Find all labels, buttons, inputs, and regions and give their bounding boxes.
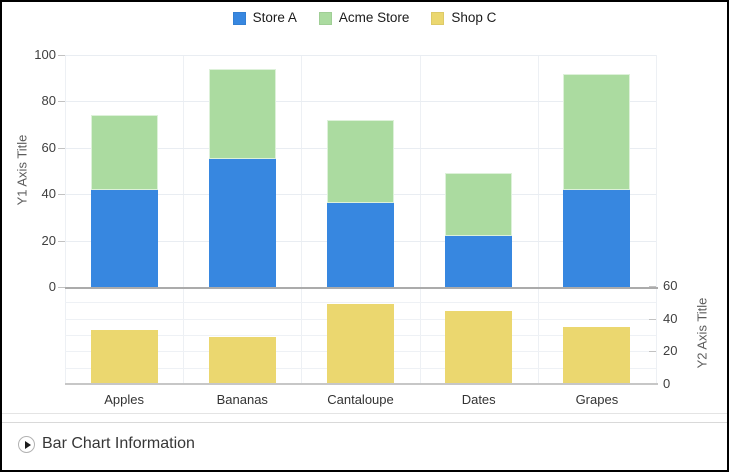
bar-shop-c-dates[interactable] (445, 310, 513, 383)
y2-tick-label: 0 (663, 376, 671, 391)
legend-item-acme-store[interactable]: Acme Store (318, 10, 410, 25)
bar-shop-c-grapes[interactable] (563, 326, 631, 383)
y2-tick-label: 20 (663, 343, 678, 359)
y1-tick (58, 287, 65, 288)
bar-store-a-bananas[interactable] (208, 159, 276, 287)
x-axis-label-dates: Dates (461, 392, 496, 407)
bar-acme-store-bananas[interactable] (208, 68, 276, 160)
y2-tick (649, 286, 656, 287)
y2-tick (649, 351, 656, 353)
v-gridline (301, 55, 303, 384)
x-axis-label-bananas: Bananas (216, 392, 268, 407)
y2-tick-label: 40 (663, 310, 678, 326)
y1-tick-label: 100 (34, 47, 56, 62)
bar-shop-c-bananas[interactable] (208, 336, 276, 383)
y2-gridline (65, 302, 656, 304)
v-gridline (537, 55, 539, 384)
bar-shop-c-apples[interactable] (90, 330, 158, 383)
info-bar: Bar Chart Information (2, 422, 727, 470)
bar-store-a-apples[interactable] (90, 189, 158, 287)
bar-acme-store-grapes[interactable] (563, 73, 631, 190)
y1-tick (58, 101, 65, 103)
chart-legend: Store A Acme Store Shop C (2, 11, 727, 25)
legend-item-shop-c[interactable]: Shop C (431, 11, 496, 25)
x-axis-label-grapes: Grapes (575, 392, 619, 407)
v-gridline (656, 55, 657, 384)
y1-tick-label: 20 (41, 232, 56, 248)
bar-acme-store-apples[interactable] (90, 115, 158, 190)
info-bar-label: Bar Chart Information (42, 435, 195, 452)
y2-axis-title: Y2 Axis Title (694, 297, 710, 369)
plot-area: 0 20 40 60 80 100 0 20 40 60 Apples Bananas Cantalou… (2, 2, 727, 422)
y1-tick (58, 147, 65, 149)
bar-store-a-dates[interactable] (445, 235, 513, 287)
legend-label: Acme Store (338, 10, 410, 25)
bar-store-a-cantaloupe[interactable] (327, 203, 394, 287)
y1-axis-title: Y1 Axis Title (14, 134, 30, 206)
y2-tick-label: 60 (663, 278, 678, 293)
x-axis-label-apples: Apples (104, 392, 144, 407)
x-axis-label-cantaloupe: Cantaloupe (327, 392, 394, 407)
y2-base-axis-line (65, 383, 658, 385)
legend-label: Store A (252, 10, 297, 25)
expander-button[interactable] (18, 436, 35, 453)
v-gridline (65, 55, 66, 384)
bar-shop-c-cantaloupe[interactable] (327, 303, 394, 383)
v-gridline (183, 55, 185, 384)
y1-gridline (65, 55, 656, 56)
v-gridline (419, 55, 421, 384)
legend-swatch (431, 11, 445, 25)
bar-store-a-grapes[interactable] (563, 189, 631, 287)
bar-acme-store-cantaloupe[interactable] (327, 119, 394, 204)
y1-tick (58, 55, 65, 56)
y1-tick-label: 40 (41, 186, 56, 202)
y1-zero-axis-line (65, 287, 658, 289)
legend-swatch (318, 11, 332, 25)
y1-tick (58, 240, 65, 242)
y1-tick-label: 0 (48, 279, 56, 294)
y1-tick (58, 194, 65, 196)
chart-bottom-border (2, 413, 727, 414)
y1-tick-label: 80 (41, 93, 56, 109)
legend-swatch (232, 11, 246, 25)
y1-tick-label: 60 (41, 139, 56, 155)
legend-label: Shop C (451, 10, 497, 25)
legend-item-store-a[interactable]: Store A (232, 10, 297, 25)
play-triangle-icon (24, 440, 31, 449)
bar-acme-store-dates[interactable] (445, 173, 513, 236)
y2-tick (649, 318, 656, 320)
y1-gridline (65, 101, 656, 103)
